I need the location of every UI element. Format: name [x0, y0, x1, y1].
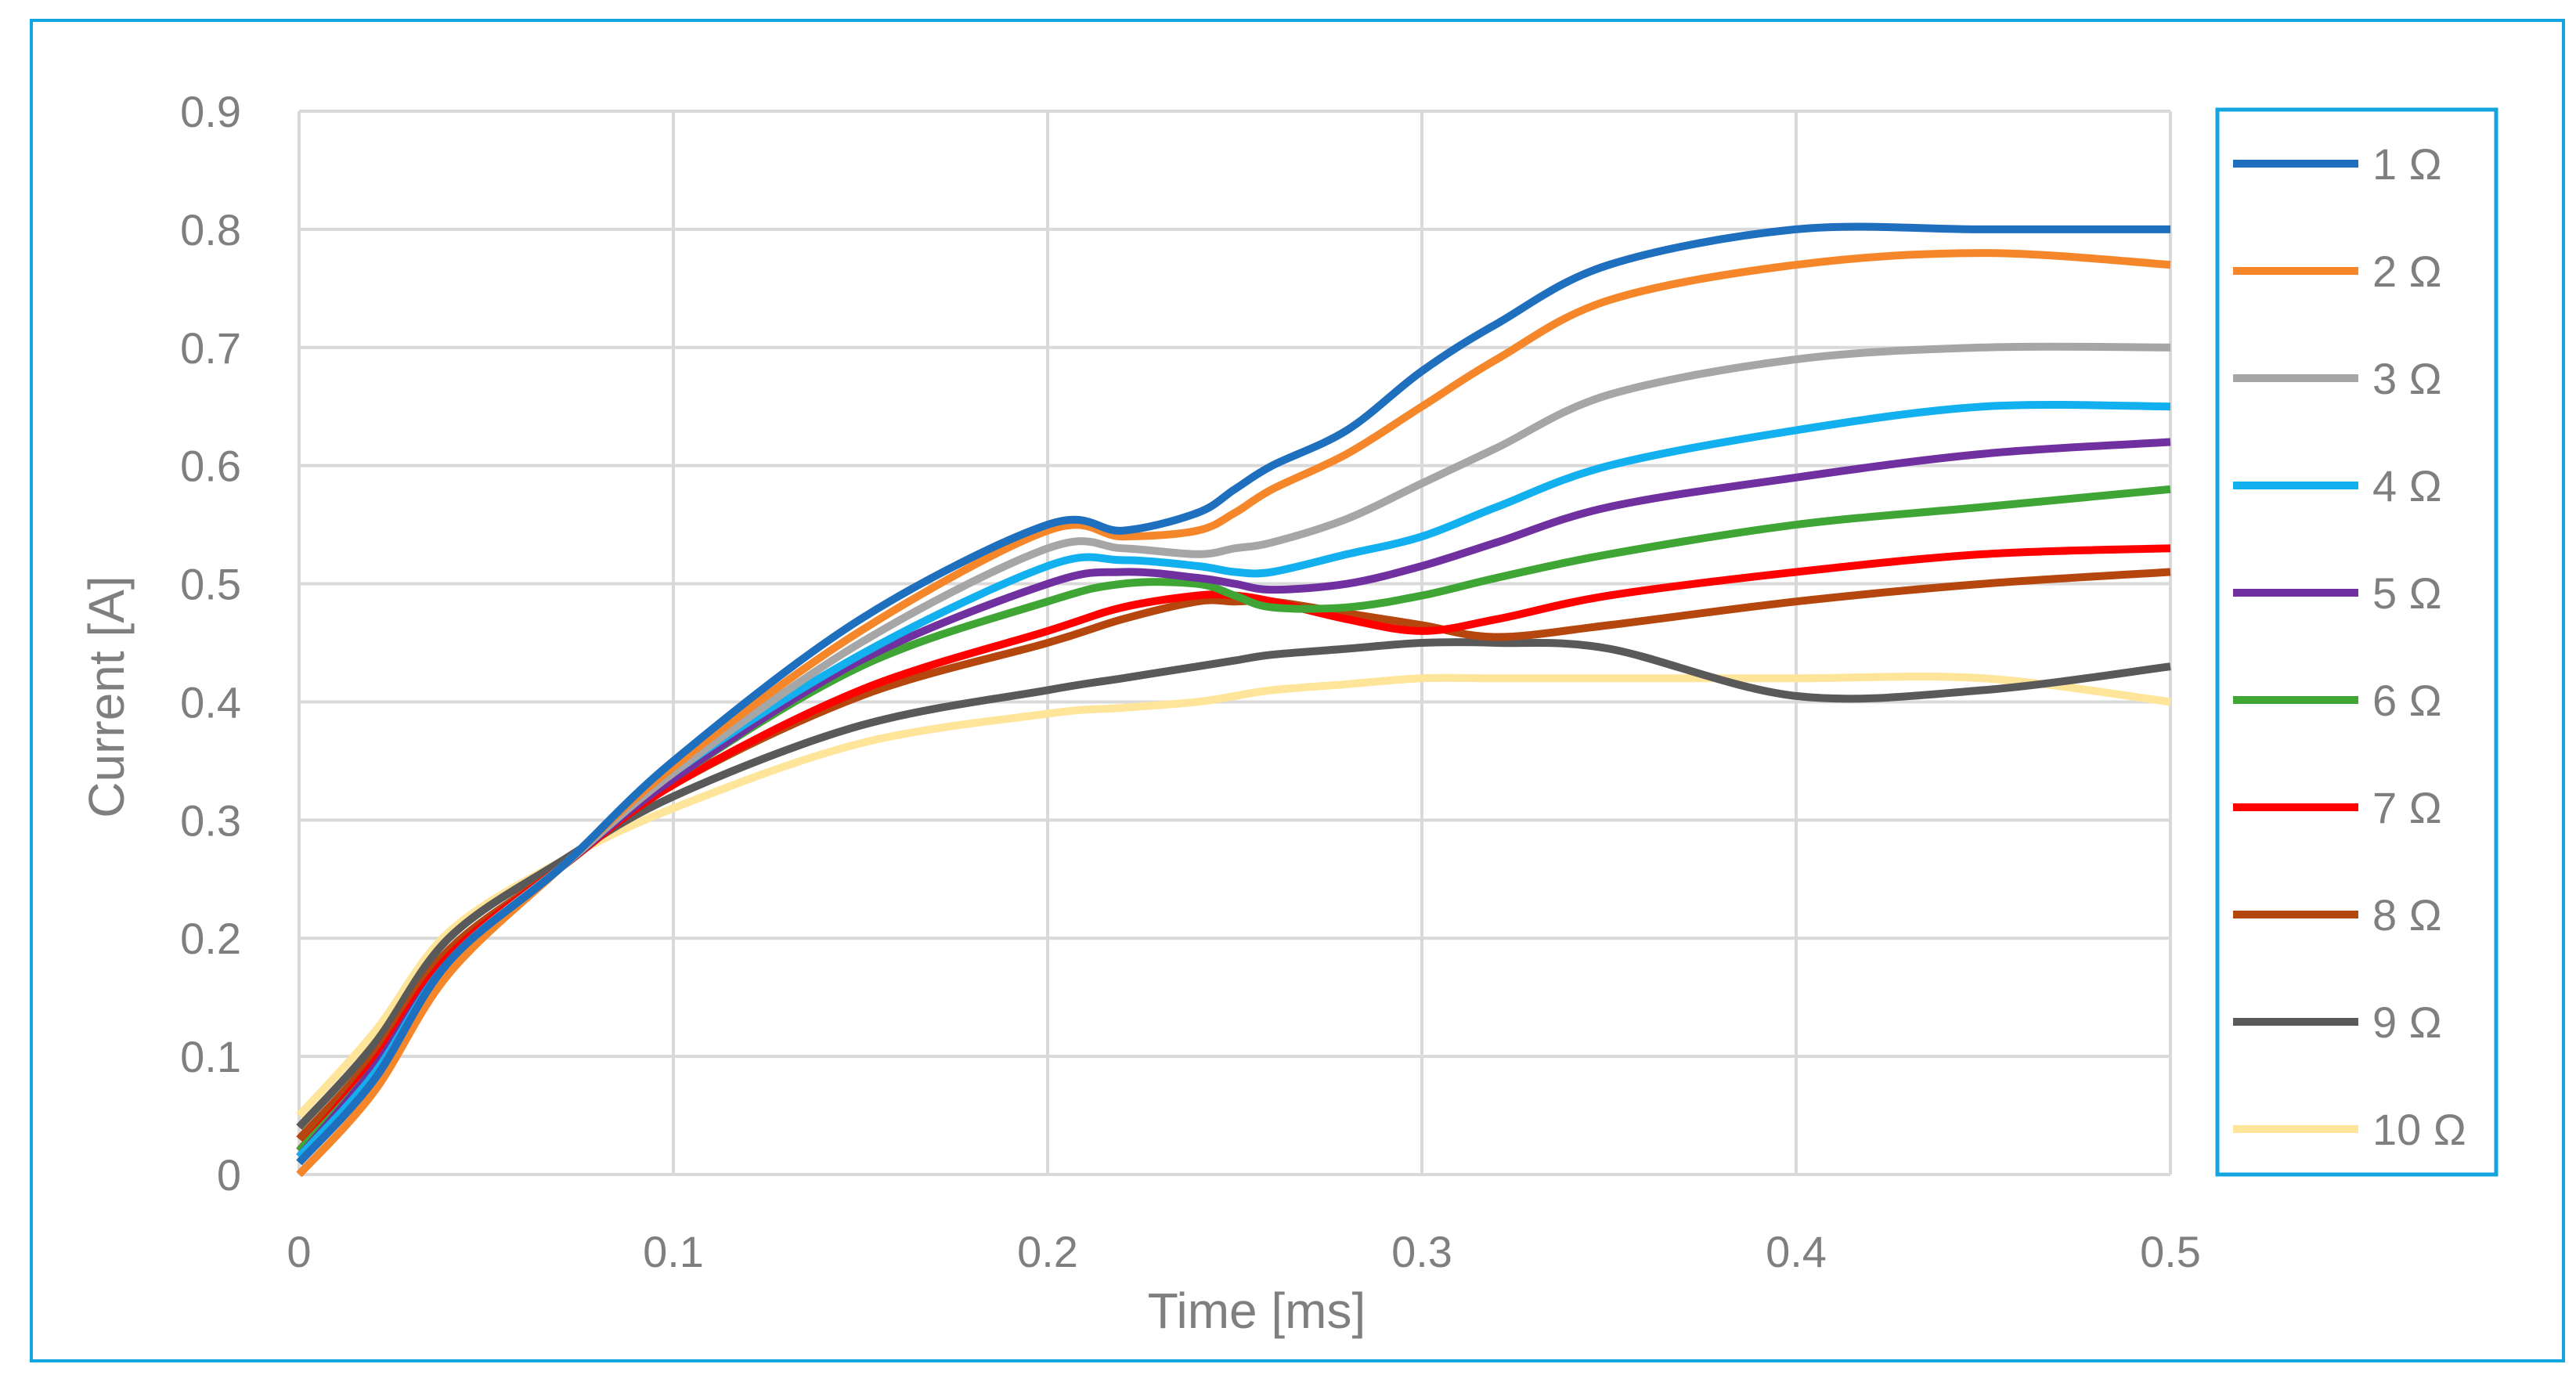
- y-tick-label: 0.5: [180, 560, 241, 609]
- legend-box: [2215, 107, 2498, 1177]
- series-line: [296, 222, 2170, 1166]
- legend: 1 Ω 2 Ω 3 Ω 4 Ω 5 Ω 6 Ω 7 Ω 8 Ω 9 Ω 10 Ω: [2215, 107, 2498, 1177]
- y-tick-label: 0.3: [180, 796, 241, 845]
- legend-label: 6 Ω: [2372, 676, 2442, 725]
- y-tick-label: 0.7: [180, 323, 241, 373]
- y-tick-label: 0.6: [180, 442, 241, 491]
- x-tick-label: 0: [287, 1227, 311, 1276]
- legend-label: 9 Ω: [2372, 998, 2442, 1047]
- data-series: [296, 222, 2171, 1178]
- legend-label: 10 Ω: [2372, 1105, 2466, 1154]
- y-tick-label: 0.2: [180, 914, 241, 963]
- y-tick-label: 0.4: [180, 677, 241, 727]
- y-axis-tick-labels: 0 0.1 0.2 0.3 0.4 0.5 0.6 0.7 0.8 0.9: [180, 87, 241, 1200]
- legend-label: 3 Ω: [2372, 354, 2442, 403]
- legend-label: 4 Ω: [2372, 461, 2442, 511]
- y-tick-label: 0.9: [180, 87, 241, 136]
- legend-label: 1 Ω: [2372, 139, 2442, 189]
- legend-label: 8 Ω: [2372, 890, 2442, 940]
- y-tick-label: 0: [217, 1150, 241, 1200]
- legend-label: 7 Ω: [2372, 783, 2442, 832]
- x-tick-label: 0.4: [1766, 1227, 1827, 1276]
- x-tick-label: 0.1: [643, 1227, 704, 1276]
- legend-label: 2 Ω: [2372, 247, 2442, 296]
- y-axis-title: Current [A]: [78, 576, 135, 817]
- y-tick-label: 0.8: [180, 205, 241, 254]
- x-tick-label: 0.2: [1017, 1227, 1078, 1276]
- legend-label: 5 Ω: [2372, 568, 2442, 618]
- x-tick-label: 0.5: [2140, 1227, 2201, 1276]
- x-axis-tick-labels: 0 0.1 0.2 0.3 0.4 0.5: [287, 1227, 2201, 1276]
- x-axis-title: Time [ms]: [1148, 1283, 1366, 1339]
- y-tick-label: 0.1: [180, 1032, 241, 1081]
- series-line: [296, 638, 2171, 1130]
- x-tick-label: 0.3: [1391, 1227, 1452, 1276]
